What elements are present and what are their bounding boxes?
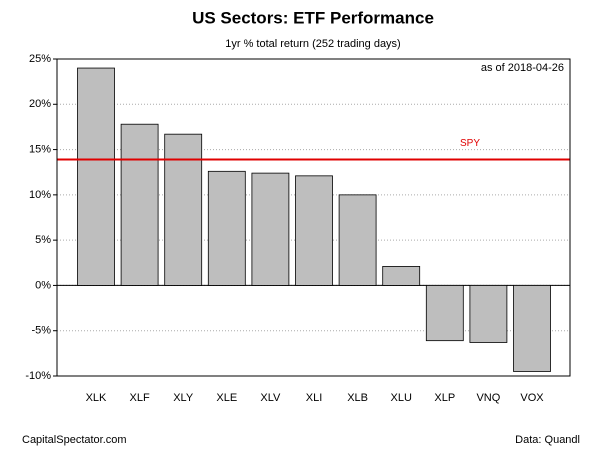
x-tick-label: XLP	[434, 392, 455, 404]
y-tick-label: -10%	[25, 370, 51, 382]
y-tick-label: 15%	[29, 143, 51, 155]
chart-title: US Sectors: ETF Performance	[192, 8, 434, 27]
x-tick-label: XLB	[347, 392, 368, 404]
footer-left: CapitalSpectator.com	[22, 434, 127, 446]
y-tick-label: -5%	[31, 325, 51, 337]
bar	[338, 194, 377, 286]
bar	[469, 285, 508, 343]
bar	[251, 172, 290, 286]
x-tick-label: XLE	[216, 392, 237, 404]
bar	[164, 133, 203, 286]
x-tick-label: XLV	[260, 392, 281, 404]
x-tick-label: XLF	[130, 392, 150, 404]
bar	[425, 285, 464, 342]
plot-frame	[56, 58, 571, 377]
bar	[207, 170, 246, 286]
y-tick-label: 25%	[29, 53, 51, 65]
chart-subtitle: 1yr % total return (252 trading days)	[225, 38, 400, 50]
y-tick-label: 0%	[35, 279, 51, 291]
bar	[382, 266, 421, 286]
x-tick-label: XLI	[306, 392, 323, 404]
bar	[295, 175, 333, 286]
y-tick-label: 10%	[29, 189, 51, 201]
x-tick-label: XLY	[173, 392, 194, 404]
x-tick-label: XLK	[86, 392, 107, 404]
annotation: as of 2018-04-26	[481, 62, 564, 74]
footer-right: Data: Quandl	[515, 434, 580, 446]
x-tick-label: VNQ	[476, 392, 500, 404]
bar	[120, 123, 159, 286]
y-tick-label: 5%	[35, 234, 51, 246]
reference-label: SPY	[460, 138, 480, 149]
x-tick-label: XLU	[390, 392, 411, 404]
bar	[513, 285, 551, 372]
x-tick-label: VOX	[520, 392, 544, 404]
bar	[77, 67, 115, 286]
y-tick-label: 20%	[29, 98, 51, 110]
